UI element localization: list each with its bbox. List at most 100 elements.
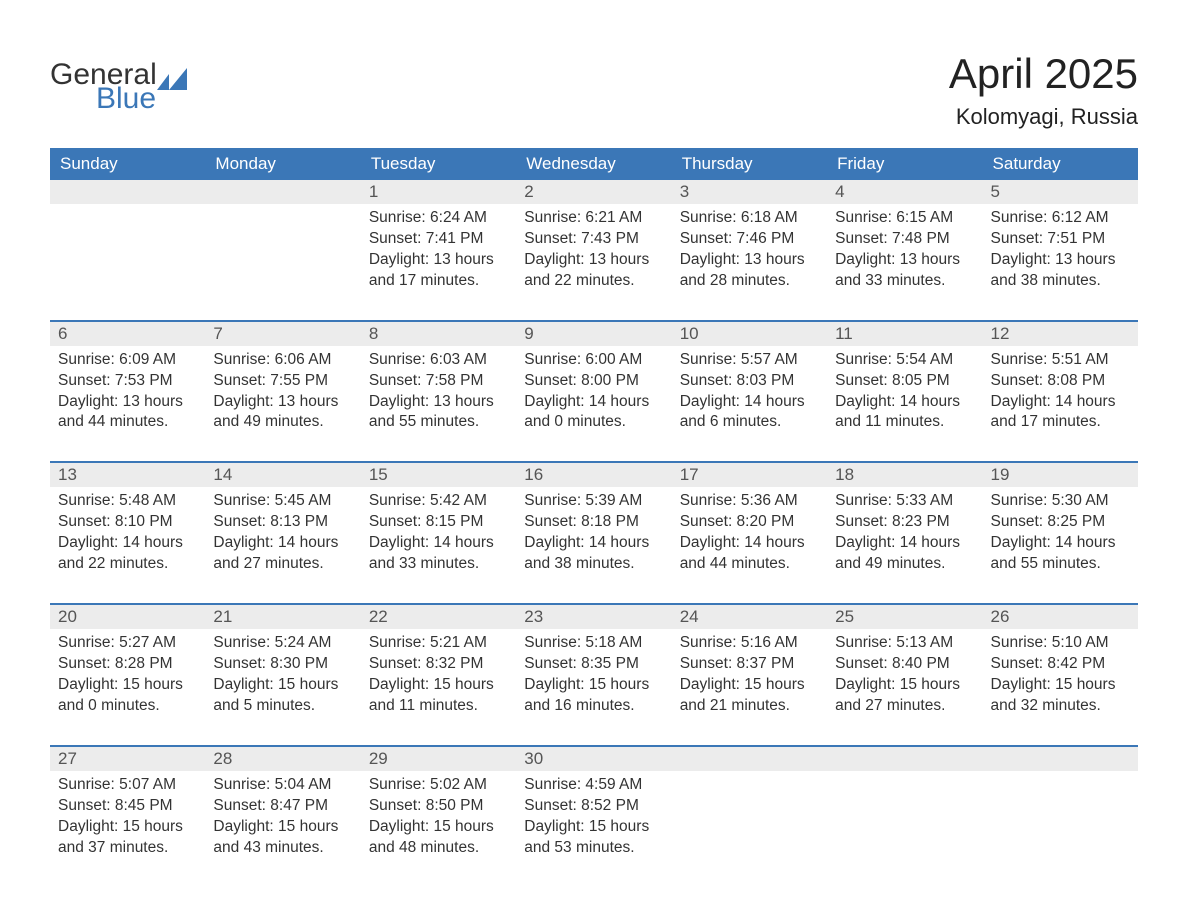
daylight-line: Daylight: 15 hours and 37 minutes. bbox=[58, 817, 197, 859]
day-number-cell: 29 bbox=[361, 746, 516, 771]
day-data-cell: Sunrise: 5:30 AMSunset: 8:25 PMDaylight:… bbox=[983, 487, 1138, 604]
day-data-row: Sunrise: 5:48 AMSunset: 8:10 PM Daylight:… bbox=[50, 487, 1138, 604]
sunset-line: Sunset: 8:10 PM bbox=[58, 512, 197, 533]
day-data-cell bbox=[50, 204, 205, 321]
day-number-cell: 28 bbox=[205, 746, 360, 771]
sunrise-line: Sunrise: 6:09 AM bbox=[58, 350, 197, 371]
day-data-cell: Sunrise: 6:15 AMSunset: 7:48 PMDaylight:… bbox=[827, 204, 982, 321]
sunset-line: Sunset: 8:50 PM bbox=[369, 796, 508, 817]
sunset-line: Sunset: 8:30 PM bbox=[213, 654, 352, 675]
sunset-line: Sunset: 8:13 PM bbox=[213, 512, 352, 533]
daylight-line: Daylight: 13 hours and 17 minutes. bbox=[369, 250, 508, 292]
sunset-line: Sunset: 8:08 PM bbox=[991, 371, 1130, 392]
sunset-line: Sunset: 7:48 PM bbox=[835, 229, 974, 250]
day-number-cell: 3 bbox=[672, 180, 827, 204]
sunset-line: Sunset: 8:28 PM bbox=[58, 654, 197, 675]
day-number-row: 20212223242526 bbox=[50, 604, 1138, 629]
day-number-cell: 2 bbox=[516, 180, 671, 204]
sunrise-line: Sunrise: 5:18 AM bbox=[524, 633, 663, 654]
daylight-line: Daylight: 13 hours and 49 minutes. bbox=[213, 392, 352, 434]
daylight-line: Daylight: 15 hours and 16 minutes. bbox=[524, 675, 663, 717]
sunrise-line: Sunrise: 6:00 AM bbox=[524, 350, 663, 371]
sunset-line: Sunset: 7:53 PM bbox=[58, 371, 197, 392]
day-number-cell bbox=[205, 180, 360, 204]
sunrise-line: Sunrise: 5:48 AM bbox=[58, 491, 197, 512]
sunset-line: Sunset: 8:45 PM bbox=[58, 796, 197, 817]
day-number-cell: 6 bbox=[50, 321, 205, 346]
sunrise-line: Sunrise: 6:06 AM bbox=[213, 350, 352, 371]
day-number-cell: 23 bbox=[516, 604, 671, 629]
calendar-table: SundayMondayTuesdayWednesdayThursdayFrid… bbox=[50, 148, 1138, 866]
day-number-cell: 15 bbox=[361, 462, 516, 487]
daylight-line: Daylight: 14 hours and 17 minutes. bbox=[991, 392, 1130, 434]
daylight-line: Daylight: 15 hours and 11 minutes. bbox=[369, 675, 508, 717]
day-data-cell: Sunrise: 5:45 AMSunset: 8:13 PMDaylight:… bbox=[205, 487, 360, 604]
day-data-cell bbox=[983, 771, 1138, 867]
day-number-cell bbox=[983, 746, 1138, 771]
sunset-line: Sunset: 8:35 PM bbox=[524, 654, 663, 675]
logo-mark-icon bbox=[157, 68, 191, 90]
daylight-line: Daylight: 13 hours and 44 minutes. bbox=[58, 392, 197, 434]
sunset-line: Sunset: 8:23 PM bbox=[835, 512, 974, 533]
day-header: Sunday bbox=[50, 148, 205, 180]
sunrise-line: Sunrise: 6:12 AM bbox=[991, 208, 1130, 229]
day-header: Tuesday bbox=[361, 148, 516, 180]
sunset-line: Sunset: 8:03 PM bbox=[680, 371, 819, 392]
sunrise-line: Sunrise: 5:24 AM bbox=[213, 633, 352, 654]
day-number-cell: 10 bbox=[672, 321, 827, 346]
sunrise-line: Sunrise: 5:45 AM bbox=[213, 491, 352, 512]
day-header: Saturday bbox=[983, 148, 1138, 180]
day-number-cell: 1 bbox=[361, 180, 516, 204]
sunrise-line: Sunrise: 5:04 AM bbox=[213, 775, 352, 796]
day-data-cell: Sunrise: 5:48 AMSunset: 8:10 PMDaylight:… bbox=[50, 487, 205, 604]
day-data-row: Sunrise: 5:07 AMSunset: 8:45 PMDaylight:… bbox=[50, 771, 1138, 867]
day-data-cell: Sunrise: 6:06 AMSunset: 7:55 PMDaylight:… bbox=[205, 346, 360, 463]
day-data-row: Sunrise: 6:09 AMSunset: 7:53 PMDaylight:… bbox=[50, 346, 1138, 463]
sunset-line: Sunset: 8:47 PM bbox=[213, 796, 352, 817]
sunset-line: Sunset: 8:20 PM bbox=[680, 512, 819, 533]
daylight-line: Daylight: 14 hours and 33 minutes. bbox=[369, 533, 508, 575]
sunrise-line: Sunrise: 5:27 AM bbox=[58, 633, 197, 654]
day-data-cell: Sunrise: 5:07 AMSunset: 8:45 PMDaylight:… bbox=[50, 771, 205, 867]
day-data-cell bbox=[827, 771, 982, 867]
sunrise-line: Sunrise: 5:57 AM bbox=[680, 350, 819, 371]
day-number-cell: 27 bbox=[50, 746, 205, 771]
day-number-cell: 17 bbox=[672, 462, 827, 487]
day-data-cell: Sunrise: 5:02 AMSunset: 8:50 PMDaylight:… bbox=[361, 771, 516, 867]
daylight-line: Daylight: 14 hours and 49 minutes. bbox=[835, 533, 974, 575]
day-number-cell: 24 bbox=[672, 604, 827, 629]
day-data-cell: Sunrise: 6:00 AMSunset: 8:00 PMDaylight:… bbox=[516, 346, 671, 463]
daylight-line: Daylight: 13 hours and 38 minutes. bbox=[991, 250, 1130, 292]
logo: General Blue bbox=[50, 50, 191, 114]
sunrise-line: Sunrise: 5:10 AM bbox=[991, 633, 1130, 654]
sunrise-line: Sunrise: 6:03 AM bbox=[369, 350, 508, 371]
sunset-line: Sunset: 8:25 PM bbox=[991, 512, 1130, 533]
daylight-line: Daylight: 14 hours and 44 minutes. bbox=[680, 533, 819, 575]
day-number-cell: 21 bbox=[205, 604, 360, 629]
daylight-line: Daylight: 15 hours and 0 minutes. bbox=[58, 675, 197, 717]
day-number-cell: 5 bbox=[983, 180, 1138, 204]
day-data-cell: Sunrise: 6:03 AMSunset: 7:58 PMDaylight:… bbox=[361, 346, 516, 463]
daylight-line: Daylight: 14 hours and 55 minutes. bbox=[991, 533, 1130, 575]
day-data-cell: Sunrise: 5:18 AMSunset: 8:35 PMDaylight:… bbox=[516, 629, 671, 746]
day-data-cell: Sunrise: 5:51 AMSunset: 8:08 PMDaylight:… bbox=[983, 346, 1138, 463]
day-header: Monday bbox=[205, 148, 360, 180]
day-number-cell bbox=[672, 746, 827, 771]
day-data-cell: Sunrise: 5:54 AMSunset: 8:05 PMDaylight:… bbox=[827, 346, 982, 463]
day-header: Thursday bbox=[672, 148, 827, 180]
day-number-cell: 20 bbox=[50, 604, 205, 629]
day-data-cell: Sunrise: 5:10 AMSunset: 8:42 PMDaylight:… bbox=[983, 629, 1138, 746]
sunrise-line: Sunrise: 6:18 AM bbox=[680, 208, 819, 229]
sunrise-line: Sunrise: 5:07 AM bbox=[58, 775, 197, 796]
day-data-cell: Sunrise: 6:18 AMSunset: 7:46 PMDaylight:… bbox=[672, 204, 827, 321]
daylight-line: Daylight: 14 hours and 11 minutes. bbox=[835, 392, 974, 434]
sunset-line: Sunset: 7:46 PM bbox=[680, 229, 819, 250]
sunset-line: Sunset: 8:00 PM bbox=[524, 371, 663, 392]
day-data-cell: Sunrise: 5:57 AMSunset: 8:03 PMDaylight:… bbox=[672, 346, 827, 463]
day-number-cell bbox=[827, 746, 982, 771]
day-header: Wednesday bbox=[516, 148, 671, 180]
day-data-cell: Sunrise: 6:09 AMSunset: 7:53 PMDaylight:… bbox=[50, 346, 205, 463]
sunset-line: Sunset: 7:43 PM bbox=[524, 229, 663, 250]
sunrise-line: Sunrise: 5:16 AM bbox=[680, 633, 819, 654]
sunrise-line: Sunrise: 5:54 AM bbox=[835, 350, 974, 371]
